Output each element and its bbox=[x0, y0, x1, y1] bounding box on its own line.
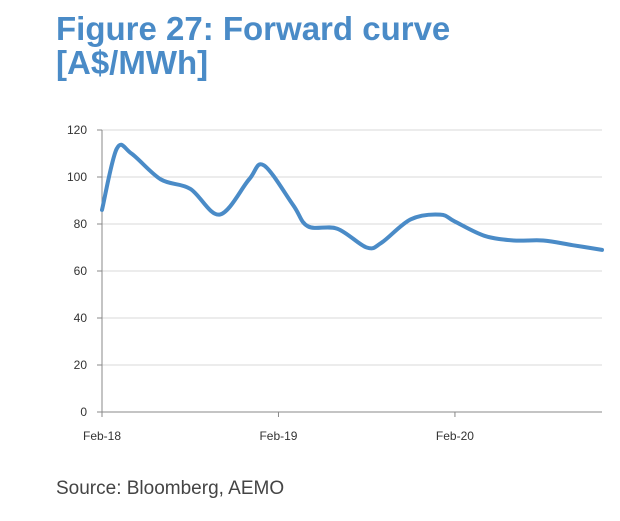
y-tick-label-80: 80 bbox=[74, 217, 88, 231]
series-line-0 bbox=[100, 142, 604, 252]
source-note: Source: Bloomberg, AEMO bbox=[56, 478, 285, 499]
figure-title: Figure 27: Forward curve [A$/MWh] bbox=[56, 12, 450, 80]
y-tick-label-20: 20 bbox=[74, 358, 88, 372]
y-tick-label-120: 120 bbox=[67, 123, 87, 137]
figure-title-line1: Figure 27: Forward curve bbox=[56, 10, 451, 47]
y-tick-label-60: 60 bbox=[74, 264, 88, 278]
x-tick-label-Feb-18: Feb-18 bbox=[83, 429, 121, 443]
y-tick-label-40: 40 bbox=[74, 311, 88, 325]
x-tick-label-Feb-19: Feb-19 bbox=[259, 429, 297, 443]
y-tick-label-100: 100 bbox=[67, 170, 87, 184]
x-tick-label-Feb-20: Feb-20 bbox=[436, 429, 474, 443]
figure-title-line2: [A$/MWh] bbox=[56, 44, 209, 81]
y-tick-label-0: 0 bbox=[80, 405, 87, 419]
